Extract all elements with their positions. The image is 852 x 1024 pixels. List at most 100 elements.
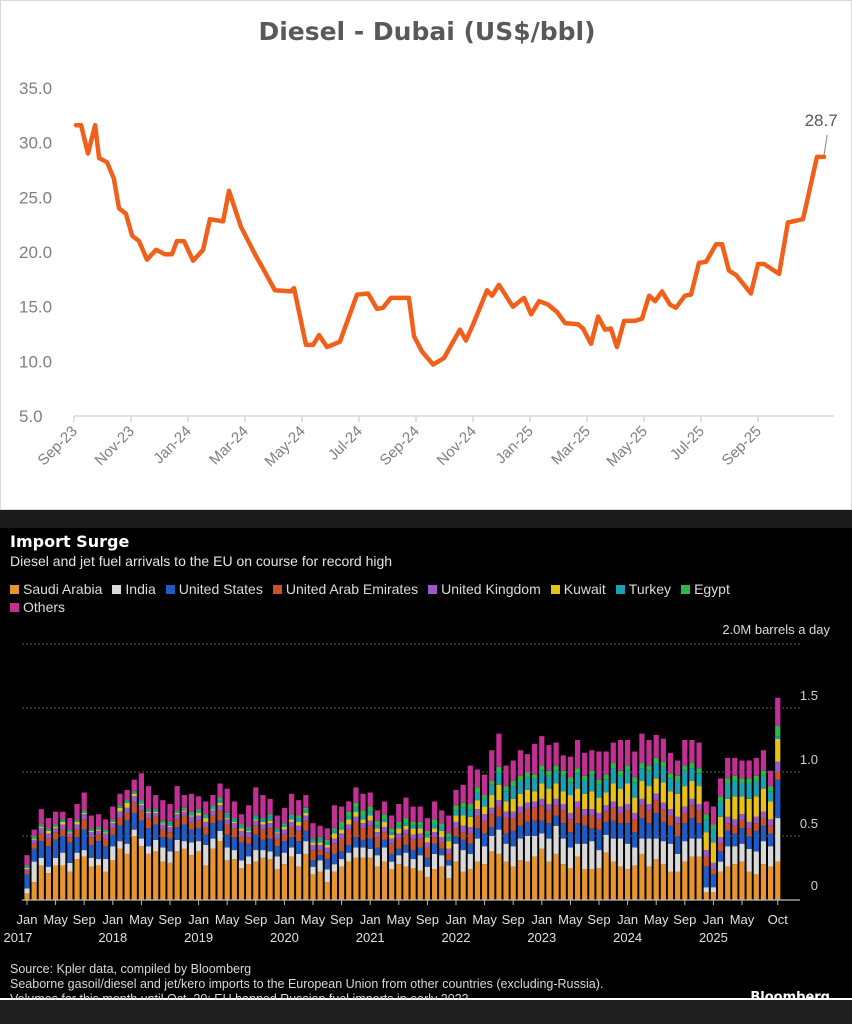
- bar-segment-kuwait: [524, 789, 531, 803]
- bar-segment-united-states: [639, 818, 645, 839]
- bar-segment-united-states: [446, 860, 452, 866]
- bar-segment-saudi-arabia: [775, 861, 781, 900]
- x-tick-year-label: 2024: [613, 930, 642, 945]
- bar-segment-turkey: [389, 832, 395, 835]
- bar-segment-saudi-arabia: [703, 892, 709, 900]
- bar-segment-turkey: [246, 828, 252, 831]
- bar-segment-kuwait: [217, 802, 223, 806]
- bar-segment-kuwait: [725, 798, 731, 817]
- bar-segment-others: [589, 750, 595, 771]
- bar-segment-others: [517, 750, 523, 776]
- bar-segment-united-states: [38, 841, 44, 858]
- bar-segment-india: [288, 847, 295, 857]
- bar-segment-egypt: [439, 823, 445, 828]
- bar-segment-saudi-arabia: [381, 861, 388, 900]
- bar-segment-kuwait: [482, 806, 488, 815]
- bar-segment-united-kingdom: [760, 811, 767, 819]
- bar-segment-turkey: [417, 825, 423, 829]
- bar-segment-saudi-arabia: [589, 869, 595, 900]
- bar-segment-saudi-arabia: [689, 856, 695, 900]
- bar-segment-others: [410, 806, 416, 822]
- bar-segment-united-kingdom: [31, 839, 37, 844]
- bar-segment-kuwait: [303, 812, 309, 816]
- y-tick-label: 25.0: [19, 188, 52, 207]
- bar-segment-india: [696, 838, 702, 857]
- bar-segment-united-arab-emirates: [417, 838, 423, 848]
- bar-segment-kuwait: [403, 825, 409, 830]
- bar-segment-united-arab-emirates: [346, 829, 352, 845]
- bar-segment-others: [567, 756, 573, 778]
- bar-segment-turkey: [768, 791, 774, 802]
- bar-segment-saudi-arabia: [174, 851, 180, 900]
- bar-segment-turkey: [339, 827, 345, 830]
- bar-segment-united-kingdom: [381, 827, 388, 833]
- bar-segment-egypt: [296, 815, 302, 819]
- bar-segment-india: [145, 846, 152, 854]
- bar-segment-egypt: [374, 820, 380, 826]
- bar-segment-united-states: [324, 859, 330, 870]
- bar-segment-egypt: [389, 828, 395, 833]
- bar-segment-kuwait: [145, 811, 152, 813]
- x-tick-month-label: Sep: [244, 912, 267, 927]
- bar-segment-egypt: [95, 827, 102, 829]
- bar-segment-saudi-arabia: [24, 893, 30, 900]
- bar-segment-turkey: [603, 779, 609, 793]
- bar-segment-united-kingdom: [296, 825, 302, 831]
- bar-segment-egypt: [317, 837, 323, 840]
- bar-segment-turkey: [238, 825, 245, 829]
- legend-item: United Kingdom: [428, 580, 541, 598]
- bar-segment-united-arab-emirates: [145, 818, 152, 829]
- bar-segment-united-arab-emirates: [625, 810, 631, 824]
- top-annotation: 28.7: [805, 111, 838, 155]
- bar-segment-egypt: [710, 824, 716, 830]
- bar-segment-others: [524, 754, 531, 772]
- bar-segment-united-states: [217, 820, 223, 831]
- bar-segment-kuwait: [696, 786, 702, 804]
- bar-segment-united-kingdom: [117, 811, 123, 819]
- bar-segment-egypt: [539, 765, 545, 771]
- bar-segment-saudi-arabia: [417, 870, 423, 900]
- bar-segment-egypt: [31, 836, 37, 838]
- bar-segment-egypt: [474, 787, 481, 793]
- y-tick-label: 10.0: [19, 352, 52, 371]
- bar-segment-saudi-arabia: [496, 853, 502, 900]
- bar-segment-united-states: [460, 839, 466, 851]
- bar-segment-turkey: [145, 810, 152, 812]
- legend-label: Saudi Arabia: [23, 581, 103, 597]
- bar-segment-united-kingdom: [367, 820, 373, 826]
- last-value-label: 28.7: [805, 111, 838, 130]
- bar-segment-india: [639, 838, 645, 854]
- bar-segment-india: [396, 855, 402, 865]
- bar-segment-turkey: [45, 829, 52, 831]
- bar-segment-united-kingdom: [775, 761, 781, 772]
- bar-segment-turkey: [74, 820, 80, 822]
- bar-segment-turkey: [53, 825, 59, 828]
- bar-segment-egypt: [210, 805, 216, 807]
- bar-segment-united-arab-emirates: [389, 843, 395, 854]
- bar-segment-turkey: [324, 842, 330, 845]
- bar-segment-egypt: [246, 827, 252, 829]
- bar-segment-india: [503, 843, 509, 862]
- bar-segment-others: [603, 751, 609, 775]
- bar-segment-united-arab-emirates: [124, 812, 130, 821]
- bar-segment-united-kingdom: [446, 848, 452, 854]
- bar-segment-united-states: [560, 823, 566, 839]
- bar-segment-united-states: [381, 839, 388, 848]
- bar-segment-kuwait: [67, 832, 73, 834]
- bar-segment-united-arab-emirates: [546, 810, 552, 824]
- bar-segment-saudi-arabia: [396, 864, 402, 900]
- bar-segment-others: [474, 769, 481, 788]
- bar-segment-saudi-arabia: [717, 871, 724, 900]
- bar-segment-turkey: [553, 770, 559, 784]
- bar-segment-united-states: [374, 847, 380, 856]
- bar-segment-egypt: [103, 829, 109, 831]
- bar-segment-others: [231, 801, 237, 819]
- bar-segment-united-arab-emirates: [653, 800, 659, 813]
- bar-segment-kuwait: [253, 819, 259, 821]
- bar-segment-united-kingdom: [417, 833, 423, 839]
- bar-segment-others: [167, 804, 173, 822]
- bar-segment-united-arab-emirates: [582, 815, 588, 826]
- bar-segment-united-kingdom: [203, 821, 209, 828]
- bar-segment-kuwait: [188, 815, 195, 817]
- bar-segment-others: [367, 792, 373, 807]
